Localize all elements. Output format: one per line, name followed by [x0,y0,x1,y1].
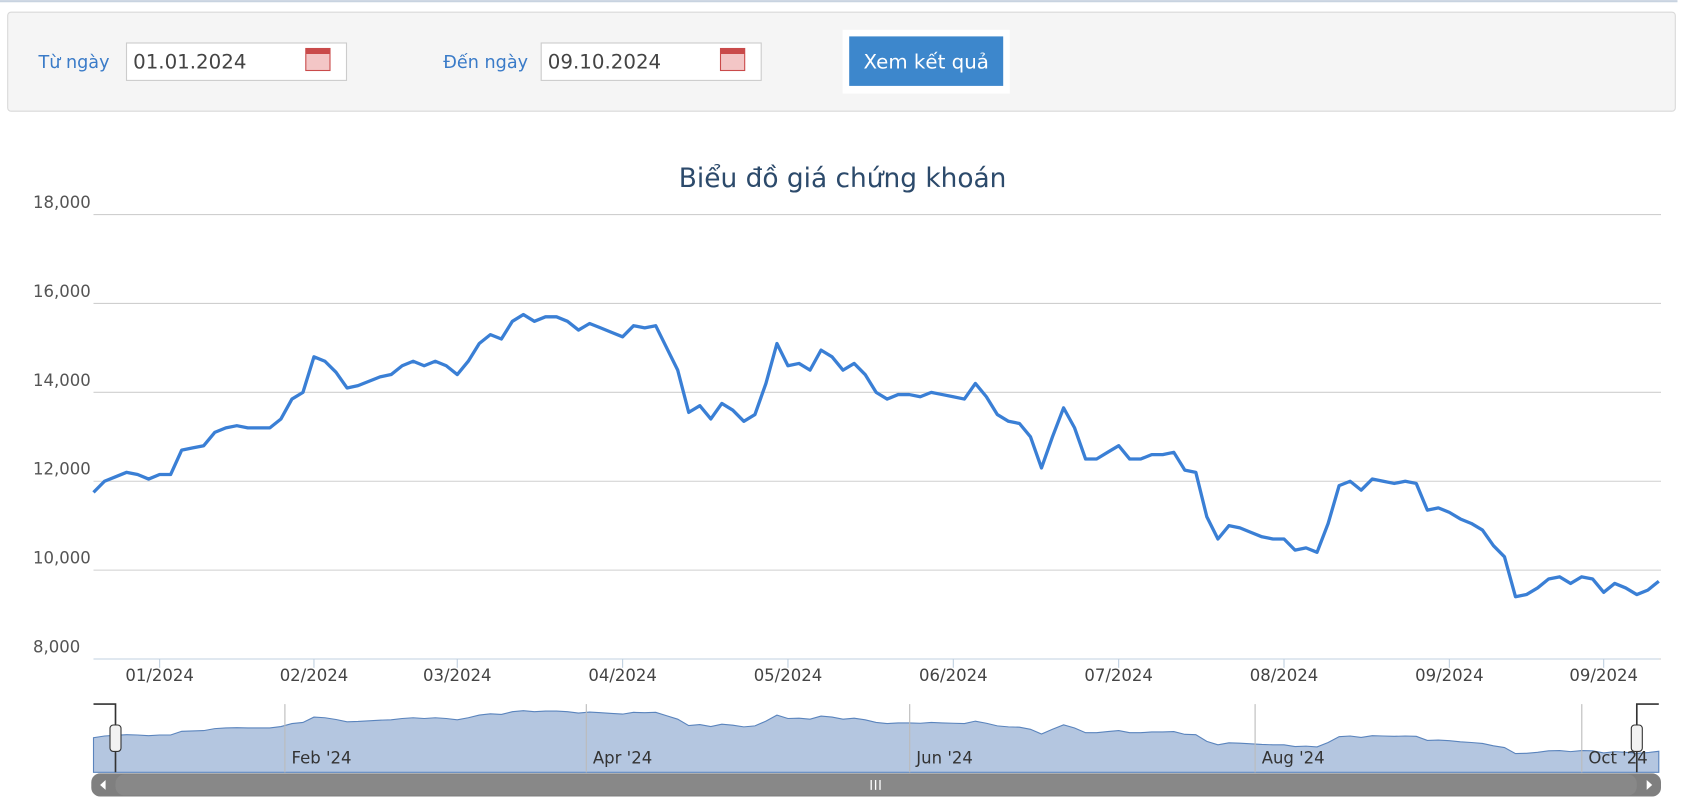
navigator-handle[interactable] [109,724,122,752]
x-tick-label: 05/2024 [754,666,823,685]
y-tick-label: 16,000 [33,282,91,301]
scroll-left-arrow[interactable] [100,780,106,790]
y-tick-label: 14,000 [33,371,91,390]
filter-panel [7,11,1676,112]
y-tick-label: 18,000 [33,193,91,212]
scroll-grip [870,780,881,790]
y-tick-label: 8,000 [33,638,80,657]
from-label: Từ ngày [38,53,110,73]
to-value: 09.10.2024 [548,50,661,73]
to-label: Đến ngày [443,52,528,73]
button-label: Xem kết quả [864,50,989,73]
calendar-icon[interactable] [719,47,746,72]
x-tick-label: 03/2024 [423,666,492,685]
x-tick-label: 07/2024 [1084,666,1153,685]
navigator-label: Jun '24 [915,749,973,768]
x-tick-label: 06/2024 [919,666,988,685]
x-tick-label: 09/2024 [1569,666,1638,685]
navigator-area [92,710,1660,773]
navigator-label: Oct '24 [1588,749,1647,768]
scroll-right-arrow[interactable] [1646,780,1653,790]
y-tick-label: 12,000 [33,460,91,479]
x-tick-label: 01/2024 [125,666,194,685]
navigator-label: Apr '24 [593,749,652,768]
navigator-handle[interactable] [1630,724,1643,752]
submit-button[interactable] [849,36,1004,86]
navigator-label: Aug '24 [1262,749,1325,768]
from-value: 01.01.2024 [133,50,246,73]
calendar-icon[interactable] [305,47,331,72]
x-tick-label: 09/2024 [1415,666,1484,685]
price-line [92,312,1660,599]
y-tick-label: 10,000 [33,549,91,568]
navigator-label: Feb '24 [292,749,352,768]
x-tick-label: 08/2024 [1250,666,1319,685]
x-tick-label: 04/2024 [588,666,657,685]
chart-title: Biểu đồ giá chứng khoán [679,163,1007,194]
x-tick-label: 02/2024 [280,666,349,685]
